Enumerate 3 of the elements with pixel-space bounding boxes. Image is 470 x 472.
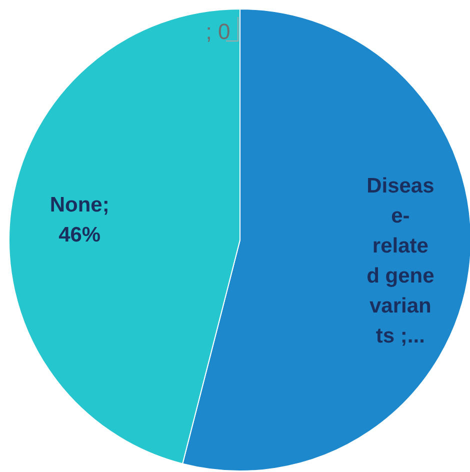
text: ; 0 <box>206 19 230 44</box>
slice-label: None; 46% <box>50 194 110 247</box>
slice-label: Disease-related gene variants ;... <box>366 174 434 348</box>
